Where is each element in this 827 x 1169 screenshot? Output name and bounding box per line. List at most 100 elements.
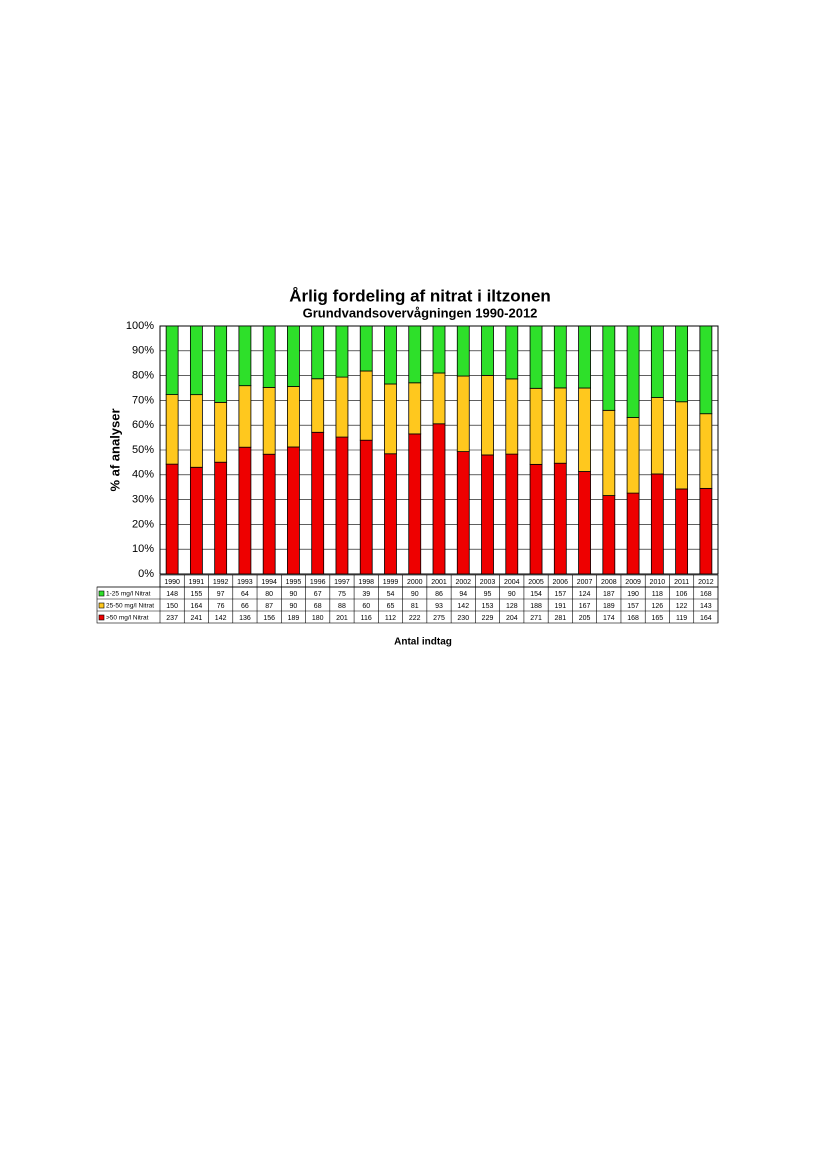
bar-segment bbox=[456, 325, 470, 377]
chart-title: Årlig fordeling af nitrat i iltzonen bbox=[289, 286, 551, 305]
table-value: 93 bbox=[435, 603, 443, 610]
x-tick-label: 1998 bbox=[358, 579, 374, 586]
y-tick-label: 60% bbox=[132, 419, 154, 431]
table-value: 189 bbox=[288, 615, 300, 622]
bar-segment bbox=[529, 325, 543, 389]
bar-segment bbox=[626, 492, 640, 575]
table-value: 60 bbox=[362, 603, 370, 610]
table-value: 222 bbox=[409, 615, 421, 622]
x-tick-label: 2004 bbox=[504, 579, 520, 586]
bar-segment bbox=[335, 325, 349, 378]
bar-segment bbox=[262, 387, 276, 455]
x-tick-label: 1997 bbox=[334, 579, 350, 586]
bar-segment bbox=[529, 387, 543, 465]
table-value: 66 bbox=[241, 603, 249, 610]
bar-segment bbox=[699, 413, 713, 489]
y-tick-label: 30% bbox=[132, 494, 154, 506]
table-value: 81 bbox=[411, 603, 419, 610]
x-axis-label: Antal indtag bbox=[394, 637, 452, 648]
x-tick-label: 1995 bbox=[286, 579, 302, 586]
bar-segment bbox=[432, 325, 446, 374]
legend-label: 1-25 mg/l Nitrat bbox=[106, 591, 151, 598]
legend-swatch bbox=[98, 602, 105, 609]
table-value: 90 bbox=[508, 591, 516, 598]
x-tick-label: 2001 bbox=[431, 579, 447, 586]
bar-segment bbox=[650, 325, 664, 398]
table-value: 65 bbox=[387, 603, 395, 610]
bar-segment bbox=[189, 325, 203, 396]
table-value: 167 bbox=[579, 603, 591, 610]
bar-segment bbox=[699, 325, 713, 415]
bar-segment bbox=[432, 372, 446, 425]
y-tick-label: 50% bbox=[132, 444, 154, 456]
table-value: 168 bbox=[700, 591, 712, 598]
table-value: 148 bbox=[166, 591, 178, 598]
bar-segment bbox=[553, 325, 567, 389]
table-value: 150 bbox=[166, 603, 178, 610]
bar-segment bbox=[626, 417, 640, 494]
bar-segment bbox=[165, 463, 179, 575]
table-value: 153 bbox=[482, 603, 494, 610]
bar-segment bbox=[602, 495, 616, 575]
bar-segment bbox=[481, 374, 494, 456]
table-value: 94 bbox=[459, 591, 467, 598]
bar-segment bbox=[238, 325, 252, 387]
x-tick-label: 2005 bbox=[528, 579, 544, 586]
table-value: 126 bbox=[652, 603, 664, 610]
bar-segment bbox=[505, 453, 519, 575]
y-tick-label: 20% bbox=[132, 518, 154, 530]
y-tick-label: 10% bbox=[132, 543, 154, 555]
legend-label: 25-50 mg/l Nitrat bbox=[106, 603, 154, 610]
x-tick-label: 2006 bbox=[553, 579, 569, 586]
table-value: 275 bbox=[433, 615, 445, 622]
table-value: 68 bbox=[314, 603, 322, 610]
bar-segment bbox=[189, 394, 203, 468]
bar-segment bbox=[262, 325, 276, 388]
bar-segment bbox=[165, 325, 179, 396]
bar-segment bbox=[553, 387, 567, 464]
bar-segment bbox=[602, 325, 616, 411]
table-value: 154 bbox=[530, 591, 542, 598]
bar-segment bbox=[359, 325, 373, 372]
table-value: 165 bbox=[652, 615, 664, 622]
bar-segment bbox=[262, 453, 276, 575]
x-tick-label: 2007 bbox=[577, 579, 593, 586]
table-value: 156 bbox=[263, 615, 275, 622]
table-value: 164 bbox=[191, 603, 203, 610]
table-value: 90 bbox=[411, 591, 419, 598]
table-value: 95 bbox=[484, 591, 492, 598]
x-tick-label: 2012 bbox=[698, 579, 714, 586]
table-value: 164 bbox=[700, 615, 712, 622]
table-value: 142 bbox=[215, 615, 227, 622]
bar-segment bbox=[214, 401, 228, 463]
y-axis-label: % af analyser bbox=[107, 408, 122, 491]
table-value: 271 bbox=[530, 615, 542, 622]
table-value: 39 bbox=[362, 591, 370, 598]
bar-segment bbox=[384, 383, 397, 455]
table-value: 157 bbox=[554, 591, 566, 598]
table-value: 136 bbox=[239, 615, 251, 622]
x-tick-label: 2000 bbox=[407, 579, 423, 586]
bar-segment bbox=[626, 325, 640, 418]
bar-segment bbox=[529, 463, 543, 575]
bar-segment bbox=[699, 487, 713, 575]
bar-segment bbox=[311, 431, 325, 575]
table-value: 157 bbox=[627, 603, 639, 610]
y-tick-label: 0% bbox=[138, 568, 154, 580]
table-value: 112 bbox=[385, 615, 396, 622]
table-value: 54 bbox=[387, 591, 395, 598]
x-tick-label: 2008 bbox=[601, 579, 617, 586]
table-value: 191 bbox=[554, 603, 566, 610]
bar-segment bbox=[238, 385, 252, 448]
y-tick-label: 100% bbox=[126, 320, 154, 332]
bar-segment bbox=[602, 409, 616, 496]
table-value: 80 bbox=[265, 591, 273, 598]
table-value: 187 bbox=[603, 591, 615, 598]
table-value: 230 bbox=[457, 615, 469, 622]
table-value: 180 bbox=[312, 615, 324, 622]
table-value: 119 bbox=[676, 615, 687, 622]
bar-segment bbox=[432, 423, 446, 575]
bar-segment bbox=[384, 325, 397, 385]
y-tick-label: 80% bbox=[132, 370, 154, 382]
table-value: 237 bbox=[166, 615, 178, 622]
